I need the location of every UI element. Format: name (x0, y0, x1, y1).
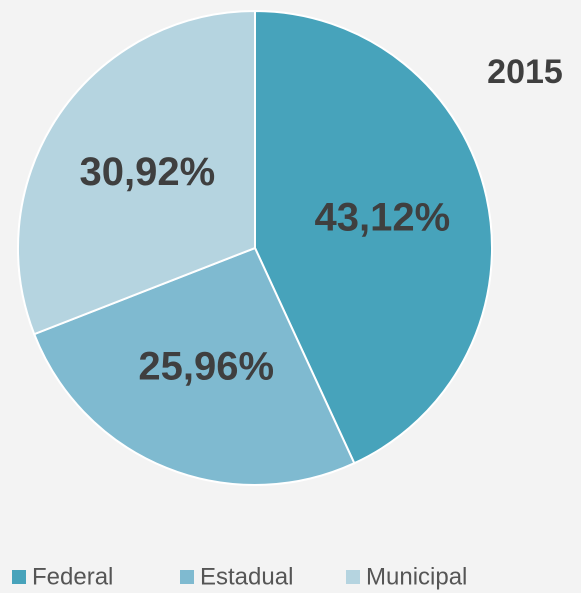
pie-slice (17, 9, 256, 336)
legend-label: Municipal (366, 563, 467, 590)
data-label: 30,92% (80, 150, 216, 194)
legend-label: Estadual (200, 563, 293, 590)
chart-title: 2015 (487, 53, 563, 91)
legend-swatch (346, 570, 360, 584)
data-label: 25,96% (138, 344, 274, 388)
data-label: 43,12% (314, 196, 450, 240)
pie-slice (32, 246, 356, 486)
legend-label: Federal (32, 563, 113, 590)
legend-swatch (180, 570, 194, 584)
pie-slice (254, 9, 493, 465)
legend-swatch (12, 570, 26, 584)
